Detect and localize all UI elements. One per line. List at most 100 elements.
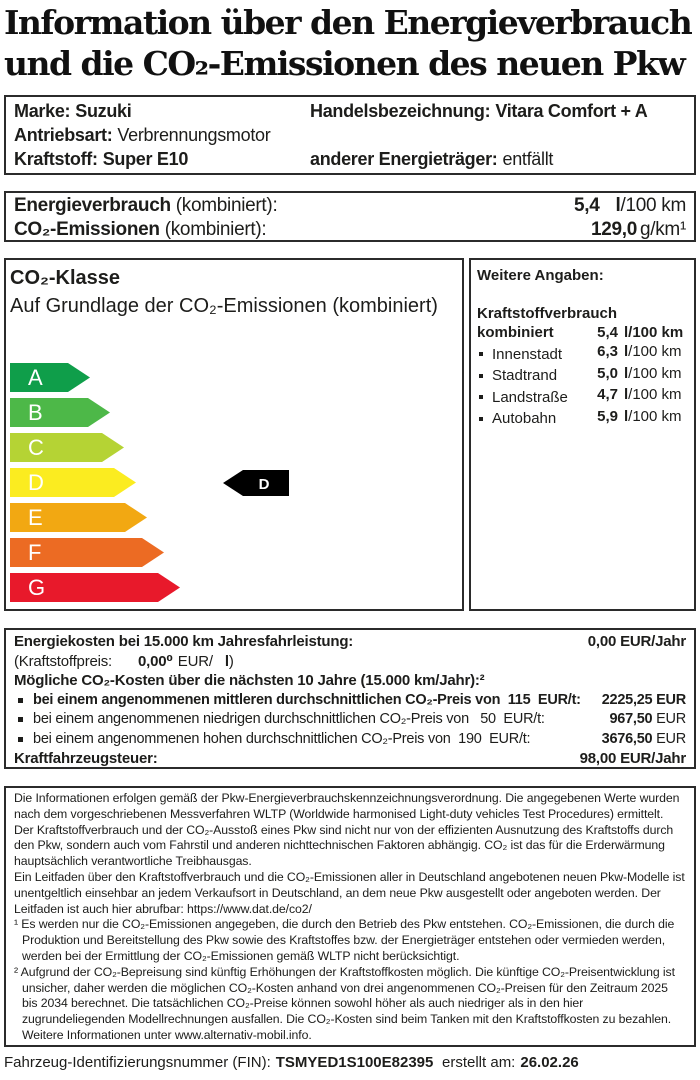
co2-kosten-value: 3676,50 EUR	[602, 730, 686, 750]
class-arrow-shape	[10, 503, 147, 532]
co2-class-arrow-B: B	[10, 398, 458, 427]
vehicle-row-1: Marke: Suzuki Handelsbezeichnung: Vitara C…	[14, 99, 686, 123]
kraftfahrzeugsteuer-row: Kraftfahrzeugsteuer: 98,00 EUR/Jahr	[14, 749, 686, 769]
consumption-unit-text: l/100 km	[624, 324, 684, 341]
co2-class-arrow-E: E	[10, 503, 458, 532]
class-arrow-shape	[10, 573, 180, 602]
consumption-label-text: Landstraße	[492, 388, 568, 406]
erstellt-am-value: 26.02.26	[520, 1054, 579, 1071]
consumption-label: Stadtrand	[477, 366, 572, 385]
marke-label: Marke:	[14, 101, 71, 121]
co2-emissionen-label: CO₂-Emissionen (kombiniert):	[14, 218, 267, 242]
co2-class-letter: A	[28, 365, 43, 390]
kraftfahrzeugsteuer-value: 98,00 EUR/Jahr	[579, 750, 686, 767]
assigned-class-marker-shape: D	[223, 469, 289, 496]
antriebsart-value: Verbrennungsmotor	[117, 125, 271, 145]
co2-kosten-value: 2225,25 EUR	[602, 691, 686, 711]
co2-class-arrow-D: D	[10, 468, 458, 497]
kraftstoffpreis-eur: EUR/	[177, 652, 213, 670]
co2-emissionen-label-bold: CO₂-Emissionen	[14, 218, 160, 240]
kraftstoffpreis-open: (Kraftstoffpreis:	[14, 652, 113, 670]
consumption-unit-bold: l	[624, 386, 629, 403]
consumption-value: 4,7	[597, 386, 618, 403]
hinweis-paragraph-1: Die Informationen erfolgen gemäß der Pkw…	[14, 791, 680, 821]
co2-kosten-row-hoch: bei einem angenommenen hohen durchschnit…	[14, 730, 686, 750]
weitere-angaben-box: Weitere Angaben: Kraftstoffverbrauch kom…	[469, 258, 696, 611]
co2-class-letter: G	[28, 575, 46, 600]
hinweis-paragraph-2: Der Kraftstoffverbrauch und der CO₂-Auss…	[14, 822, 674, 869]
kraftstoff-cell: Kraftstoff: Super E10	[14, 147, 310, 171]
kraftstoffpreis-l: l	[224, 652, 229, 670]
consumption-value: 6,3	[597, 343, 618, 360]
bullet-icon	[479, 395, 483, 399]
erstellt-am-label: erstellt am:	[442, 1054, 516, 1071]
bullet-icon	[18, 717, 23, 723]
co2-kosten-text: bei einem angenommenen hohen durchschnit…	[33, 730, 531, 747]
co2-class-arrow-C: C	[10, 433, 458, 462]
vehicle-row-3: Kraftstoff: Super E10 anderer Energieträg…	[14, 147, 686, 171]
fussnote-2: ² Aufgrund der CO₂-Bepreisung sind künft…	[14, 964, 675, 1042]
energiekosten-row: Energiekosten bei 15.000 km Jahresfahrle…	[14, 632, 686, 652]
consumption-unit: l/100 km	[624, 364, 688, 383]
consumption-unit: l/100 km	[624, 323, 688, 342]
consumption-label: kombiniert	[477, 323, 572, 342]
hinweise-box: Die Informationen erfolgen gemäß der Pkw…	[4, 786, 696, 1047]
consumption-unit-bold: l	[624, 407, 629, 425]
consumption-unit-rest: /100 km	[628, 407, 682, 425]
energieverbrauch-unit-rest: /100 km	[620, 195, 687, 216]
co2-class-title: CO₂-Klasse	[10, 267, 121, 289]
page-title-line1: Information über den Energieverbrauch	[4, 3, 693, 42]
consumption-unit: l/100 km	[624, 342, 688, 361]
co2-kosten-title-row: Mögliche CO₂-Kosten über die nächsten 10…	[14, 671, 686, 691]
fussnote-1: ¹ Es werden nur die CO₂-Emissionen angeg…	[14, 917, 675, 963]
co2-emissionen-row: CO₂-Emissionen (kombiniert): 129,0 g/km¹	[14, 218, 686, 242]
co2-class-arrow-F: F	[10, 538, 458, 567]
consumption-label: Landstraße	[477, 388, 572, 407]
co2-class-box: CO₂-Klasse Auf Grundlage der CO₂-Emissio…	[4, 258, 464, 611]
footer: Fahrzeug-Identifizierungsnummer (FIN): T…	[4, 1054, 696, 1071]
bullet-icon	[18, 697, 23, 703]
combined-values-box: Energieverbrauch (kombiniert): 5,4 l/100…	[4, 191, 696, 242]
kraftstoffpreis-row: (Kraftstoffpreis: 0,00⁰ EUR/ l )	[14, 652, 686, 672]
kraftstoff-value: Super E10	[102, 149, 189, 169]
class-arrow-shape	[10, 433, 124, 462]
energieverbrauch-label: Energieverbrauch (kombiniert):	[14, 194, 278, 218]
energieverbrauch-unit-bold: l	[615, 195, 621, 216]
co2-class-letter: C	[28, 435, 44, 460]
class-arrow-shape	[10, 468, 136, 497]
weitere-angaben-title: Weitere Angaben:	[477, 267, 604, 284]
page-title: Information über den Energieverbrauch und…	[4, 2, 696, 84]
consumption-unit-rest: /100 km	[628, 386, 682, 403]
kraftstoff-label: Kraftstoff:	[14, 149, 98, 169]
vehicle-row-2: Antriebsart: Verbrennungsmotor	[14, 123, 686, 147]
bullet-icon	[479, 352, 483, 356]
co2-class-letter: B	[28, 400, 43, 425]
consumption-row-stadtrand: Stadtrand 5,0 l/100 km	[477, 364, 688, 386]
energiekosten-value: 0,00 EUR/Jahr	[587, 633, 686, 650]
co2-kosten-title: Mögliche CO₂-Kosten über die nächsten 10…	[14, 672, 485, 689]
kraftstoffpreis-value: 0,00⁰	[138, 652, 173, 670]
co2-kosten-row-niedrig: bei einem angenommenen niedrigen durchsc…	[14, 710, 686, 730]
co2-kosten-value-bold: 3676,50	[601, 730, 653, 747]
energieverbrauch-value: 5,4	[574, 195, 600, 216]
handelsbezeichnung-value: Vitara Comfort + A	[495, 101, 648, 121]
consumption-unit-rest: /100 km	[628, 364, 682, 382]
consumption-unit: l/100 km	[624, 407, 688, 426]
consumption-label-text: Innenstadt	[492, 345, 563, 363]
kraftfahrzeugsteuer-label: Kraftfahrzeugsteuer:	[14, 750, 158, 767]
energieverbrauch-label-bold: Energieverbrauch	[14, 195, 171, 216]
co2-class-arrow-G: G	[10, 573, 458, 602]
antriebsart-label: Antriebsart:	[14, 125, 113, 145]
consumption-label-text: kombiniert	[477, 324, 554, 341]
co2-kosten-value-rest: EUR	[652, 711, 686, 727]
energiekosten-box: Energiekosten bei 15.000 km Jahresfahrle…	[4, 628, 696, 769]
energieverbrauch-unit: l/100 km	[615, 194, 687, 218]
marke-value: Suzuki	[75, 101, 132, 121]
consumption-unit-bold: l	[624, 343, 629, 360]
consumption-row-innenstadt: Innenstadt 6,3 l/100 km	[477, 342, 688, 364]
energietraeger-label: anderer Energieträger:	[310, 149, 498, 169]
consumption-unit-bold: l	[624, 364, 629, 382]
energieverbrauch-row: Energieverbrauch (kombiniert): 5,4 l/100…	[14, 194, 686, 218]
co2-class-subtitle: Auf Grundlage der CO₂-Emissionen (kombin…	[10, 295, 438, 317]
